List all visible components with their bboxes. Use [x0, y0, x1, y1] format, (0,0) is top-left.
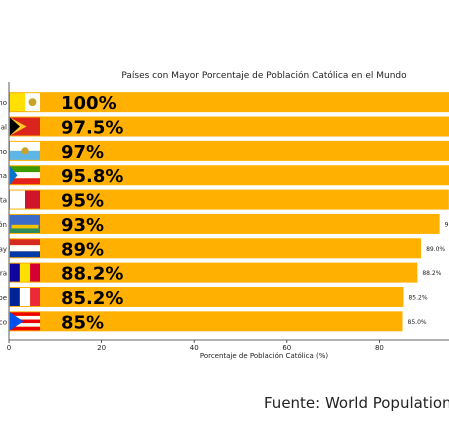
bar: [9, 140, 449, 161]
bar-end-label: 89.0%: [426, 246, 445, 253]
bar: [9, 286, 404, 307]
x-tick-label: 80: [375, 344, 384, 352]
bar: [9, 189, 449, 210]
y-tick-label: na: [0, 172, 7, 180]
y-tick-label: pe: [0, 294, 7, 302]
bar-value-label: 89%: [61, 239, 104, 260]
flag-malta-icon: [10, 190, 40, 209]
y-tick-label: ta: [0, 197, 7, 205]
y-tick-label: ón: [0, 221, 7, 229]
flag-paraguay-icon: [10, 239, 40, 258]
x-axis-label: Porcentaje de Población Católica (%): [200, 352, 329, 360]
bar-value-label: 97%: [61, 142, 104, 163]
y-tick-label: al: [1, 124, 7, 132]
chart-title: Países con Mayor Porcentaje de Población…: [121, 70, 407, 81]
bar-value-label: 85%: [61, 312, 104, 333]
bar-value-label: 95%: [61, 191, 104, 212]
bar-value-label: 85.2%: [61, 288, 123, 309]
x-tick-label: 60: [282, 344, 291, 352]
bar: [9, 262, 418, 283]
bar-end-label: 88.2%: [422, 270, 441, 277]
x-tick-label: 0: [7, 344, 11, 352]
bar-value-label: 93%: [61, 215, 104, 236]
bars-group: no 100% al 97.5% no 97% na 95.8% ta 95% ón 93% 9 ay 89…: [0, 92, 449, 333]
source-note: Fuente: World Population: [264, 394, 449, 412]
bar-value-label: 100%: [61, 93, 117, 114]
y-tick-label: no: [0, 99, 7, 107]
y-tick-label: ay: [0, 245, 7, 253]
y-tick-label: co: [0, 318, 7, 326]
bar: [9, 165, 449, 186]
bar-value-label: 88.2%: [61, 264, 123, 285]
bar-end-label: 9: [445, 221, 449, 228]
bar-value-label: 97.5%: [61, 118, 123, 139]
bar-end-label: 85.2%: [408, 294, 427, 301]
flag-san-marino-icon: [10, 141, 40, 160]
bar: [9, 92, 449, 113]
y-tick-label: ra: [0, 270, 7, 278]
bar: [9, 311, 403, 332]
y-tick-label: no: [0, 148, 7, 156]
flag-andorra-icon: [10, 263, 40, 282]
flag-saint-pierre-miquelon-icon: [10, 214, 40, 233]
x-ticks-group: 0 20 40 60 80: [7, 340, 384, 352]
x-tick-label: 20: [97, 344, 106, 352]
x-tick-label: 40: [190, 344, 199, 352]
flag-puerto-rico-icon: [10, 312, 40, 331]
flag-timor-leste-icon: [10, 117, 40, 136]
bar: [9, 213, 440, 234]
bar-value-label: 95.8%: [61, 166, 123, 187]
flag-equatorial-guinea-icon: [10, 166, 40, 185]
bar-end-label: 85.0%: [408, 319, 427, 326]
flag-wallis-futuna-icon: [10, 287, 40, 306]
bar: [9, 116, 449, 137]
flag-vatican-icon: [10, 93, 40, 112]
bar: [9, 238, 422, 259]
